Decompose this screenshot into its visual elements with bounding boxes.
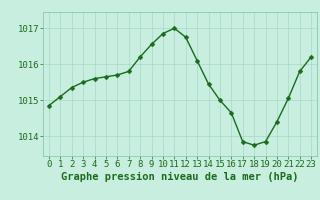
X-axis label: Graphe pression niveau de la mer (hPa): Graphe pression niveau de la mer (hPa) (61, 172, 299, 182)
